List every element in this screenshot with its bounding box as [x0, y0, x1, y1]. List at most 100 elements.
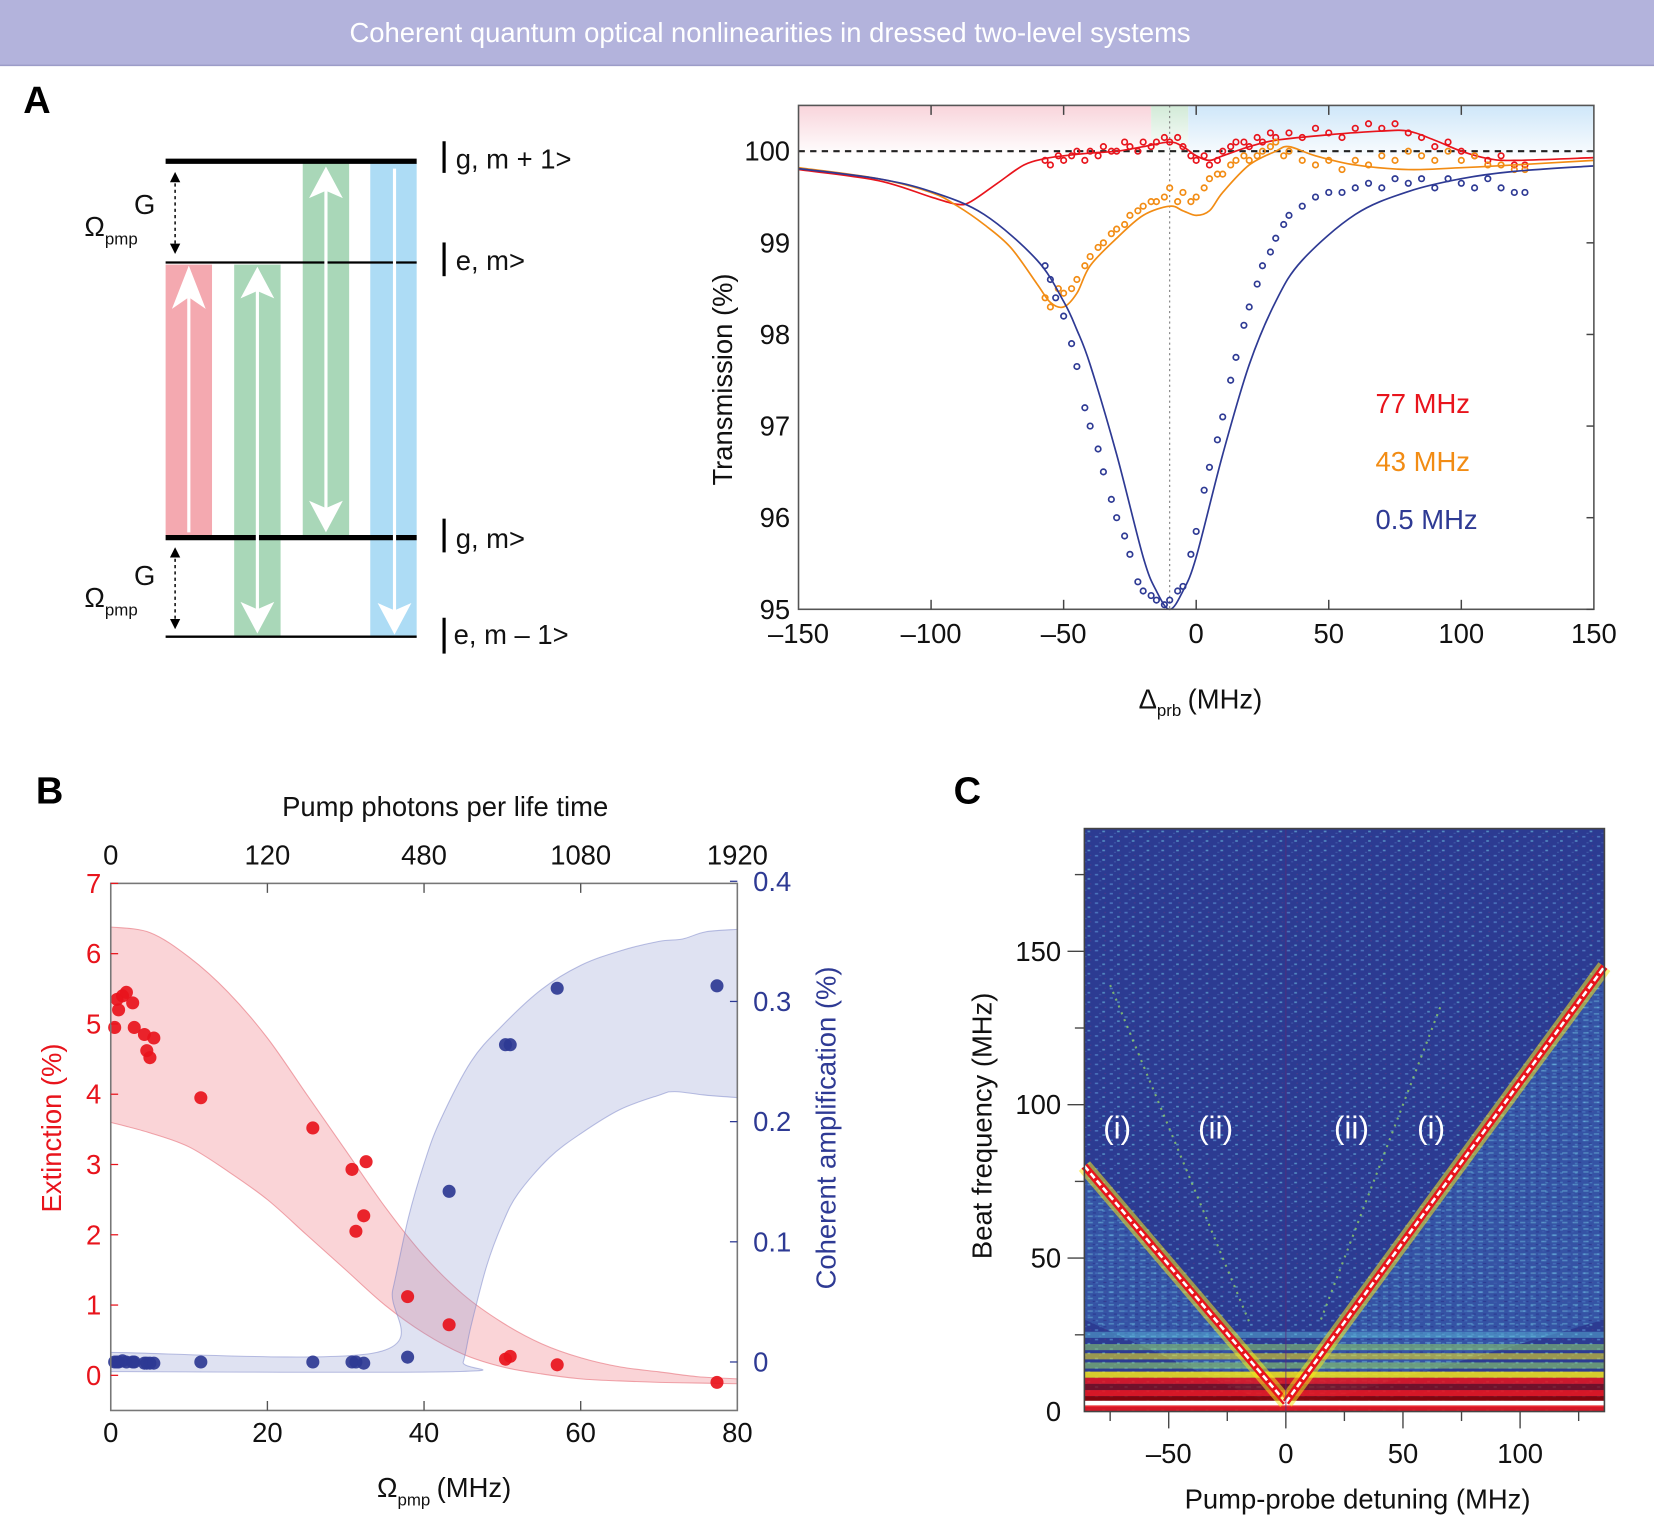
x-axis-sub: prb [1157, 701, 1181, 720]
heatmap-stripe [1084, 1331, 1605, 1338]
arrow-up-icon [171, 265, 206, 533]
data-point [1338, 133, 1346, 142]
data-point [1266, 248, 1275, 256]
data-point [1086, 252, 1094, 261]
rabi-label-lower: Ωpmp [84, 582, 137, 619]
data-point [1134, 207, 1142, 215]
data-point [1147, 591, 1155, 600]
amplification-point [710, 979, 724, 993]
data-point [1272, 234, 1280, 242]
data-point [1147, 143, 1155, 151]
data-point [1068, 285, 1076, 293]
feature-line-peak [1083, 1165, 1287, 1404]
data-point [1470, 152, 1479, 160]
data-point [1240, 321, 1248, 329]
y-tick-label: 98 [760, 319, 790, 350]
axes: 0020120404806010808019200123456700.10.20… [86, 839, 791, 1448]
rabi-symbol: Ω [84, 582, 105, 613]
x-axis-label: Δprb (MHz) [1139, 683, 1263, 719]
y-tick-label: 100 [744, 136, 790, 167]
header-title: Coherent quantum optical nonlinearities … [349, 17, 1190, 48]
data-point [1205, 161, 1214, 169]
x-tick-label: 0 [103, 1417, 118, 1448]
x-tick-label: 100 [1497, 1438, 1543, 1469]
data-point [1404, 179, 1412, 187]
data-point [1431, 143, 1439, 151]
x-tick-label: 100 [1438, 618, 1484, 649]
series-0-5-mhz [798, 165, 1594, 611]
data-point [1152, 138, 1161, 146]
x-tick-label: 0 [1189, 618, 1204, 649]
transmission-series [798, 120, 1594, 611]
data-point [1232, 138, 1240, 146]
data-point [1041, 294, 1049, 302]
data-point [1046, 275, 1054, 284]
data-point [1081, 262, 1089, 270]
data-point [1121, 532, 1129, 540]
x-axis-label: Ωpmp (MHz) [377, 1472, 511, 1509]
shaded-region [1151, 105, 1189, 156]
rabi-sub: pmp [105, 601, 138, 620]
fit-line [798, 165, 1594, 611]
data-point [1160, 133, 1168, 142]
data-point [1227, 143, 1235, 151]
y-tick-label-left: 2 [86, 1219, 101, 1250]
amplification-point [357, 1356, 371, 1370]
ket-label-g-m: g, m> [456, 523, 525, 554]
data-point [1192, 193, 1200, 201]
data-point [1391, 120, 1399, 128]
extinction-point [345, 1162, 359, 1176]
data-point [1510, 165, 1518, 174]
data-point [1484, 156, 1492, 164]
amplification-point [401, 1350, 415, 1364]
ket-label-e-m: e, m> [456, 245, 525, 276]
data-point [1266, 129, 1275, 137]
heatmap-stripe [1084, 1353, 1605, 1360]
amplification-point [147, 1356, 161, 1370]
data-point [1179, 582, 1187, 590]
y-axis-label-right: Coherent amplification (%) [810, 967, 841, 1290]
data-point [1240, 152, 1248, 160]
data-point [1338, 188, 1346, 197]
data-point [1205, 463, 1214, 471]
data-point [1484, 175, 1492, 183]
series-43-mhz [798, 138, 1594, 311]
extinction-point [401, 1290, 415, 1304]
x-tick-label: 80 [722, 1417, 752, 1448]
data-point [1232, 156, 1240, 164]
heatmap-stripe [1084, 1405, 1605, 1412]
data-point [1431, 156, 1439, 164]
data-point [1068, 340, 1076, 348]
data-point [1113, 147, 1121, 155]
transmission-chart: –150 –100 –50 0 50 100 150 95 96 97 98 99 100 Transm… [707, 104, 1617, 720]
arrow-bidirectional-icon [309, 166, 343, 533]
data-point [1160, 601, 1168, 609]
y-tick-label-left: 4 [86, 1079, 101, 1110]
beat-frequency-heatmap: (i) (ii) (ii) (i) –50 0 50 100 0 50 100 150 Beat f… [967, 827, 1611, 1515]
data-point [1391, 175, 1399, 183]
data-point [1187, 198, 1195, 206]
data-point [1192, 156, 1200, 164]
data-point [1253, 133, 1261, 142]
data-point [1253, 152, 1261, 160]
data-point [1200, 184, 1208, 192]
data-point [1364, 161, 1373, 169]
extinction-point [127, 1020, 141, 1034]
y-tick-label: 99 [760, 227, 790, 258]
x-tick-label: 40 [409, 1417, 439, 1448]
coupling-label-lower: G [134, 560, 155, 591]
y-axis-label: Beat frequency (MHz) [967, 993, 998, 1259]
x-axis-sub: pmp [397, 1490, 430, 1509]
data-point [1245, 303, 1253, 311]
top-axis-label: Pump photons per life time [282, 791, 608, 822]
data-point [1121, 220, 1129, 229]
y-tick-label-left: 0 [86, 1360, 101, 1391]
y-tick-label: 50 [1031, 1243, 1061, 1274]
data-point [1099, 468, 1107, 476]
data-point [1298, 133, 1306, 142]
data-point [1060, 312, 1068, 320]
data-point [1417, 152, 1426, 160]
data-point [1152, 596, 1161, 604]
data-point [1272, 138, 1280, 146]
data-point [1094, 243, 1102, 252]
